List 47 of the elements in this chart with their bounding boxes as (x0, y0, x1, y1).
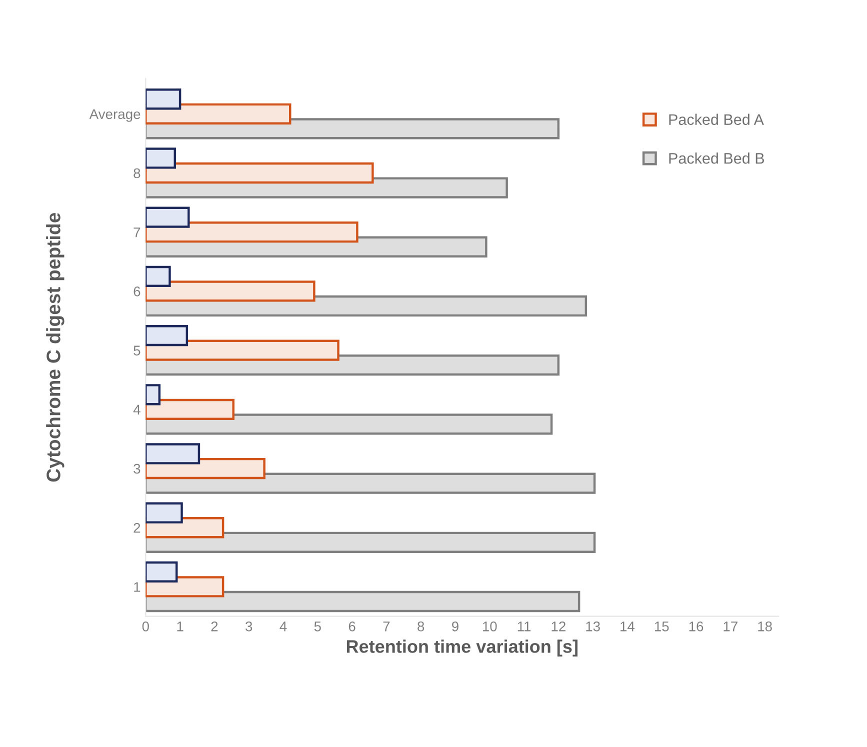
x-tick-label: 11 (518, 622, 531, 632)
bar (146, 103, 292, 124)
bar (146, 88, 182, 110)
x-tick-label: 8 (418, 622, 424, 632)
bar (146, 324, 188, 346)
y-axis-title: Cytochrome C digest peptide (46, 212, 64, 482)
x-tick-label: 7 (383, 622, 390, 632)
x-tick-label: 16 (689, 622, 704, 632)
x-tick-label: 1 (177, 622, 184, 632)
x-tick-label: 6 (348, 622, 356, 632)
y-tick-label: 4 (133, 404, 140, 414)
x-tick-label: 18 (758, 622, 772, 632)
x-tick-label: 0 (142, 622, 149, 632)
bar (146, 148, 176, 169)
x-axis-title: Retention time variation [s] (346, 640, 578, 656)
bar (146, 280, 316, 302)
x-tick-label: 5 (314, 622, 321, 632)
y-tick-label: 3 (134, 464, 140, 474)
bar (146, 222, 358, 243)
y-tick-label: 5 (134, 346, 140, 356)
x-tick-label: 17 (724, 622, 738, 632)
bar (146, 502, 183, 524)
x-tick-label: 2 (211, 622, 218, 632)
bar (146, 162, 374, 184)
y-tick-label: 1 (134, 582, 140, 592)
bar (146, 206, 190, 228)
bar (146, 561, 178, 583)
bar (146, 443, 200, 464)
bar (146, 266, 171, 287)
y-tick-label: Average (89, 109, 140, 122)
x-tick-label: 3 (246, 622, 252, 632)
x-tick-label: 13 (586, 622, 600, 632)
y-tick-label: 7 (134, 228, 140, 238)
x-tick-label: 4 (280, 622, 287, 632)
bar (146, 398, 234, 420)
bar (146, 340, 340, 361)
x-tick-label: 9 (452, 622, 458, 632)
y-tick-label: 2 (134, 522, 140, 533)
bar (146, 384, 161, 406)
y-tick-label: 6 (134, 286, 140, 296)
legend-label: Packed Bed B (669, 152, 764, 164)
legend-label: Packed Bed A (669, 114, 764, 125)
x-tick-label: 15 (654, 622, 669, 632)
x-tick-label: 12 (552, 622, 566, 632)
y-tick-label: 8 (134, 168, 140, 178)
x-tick-label: 10 (482, 622, 497, 632)
x-tick-label: 14 (620, 622, 635, 632)
